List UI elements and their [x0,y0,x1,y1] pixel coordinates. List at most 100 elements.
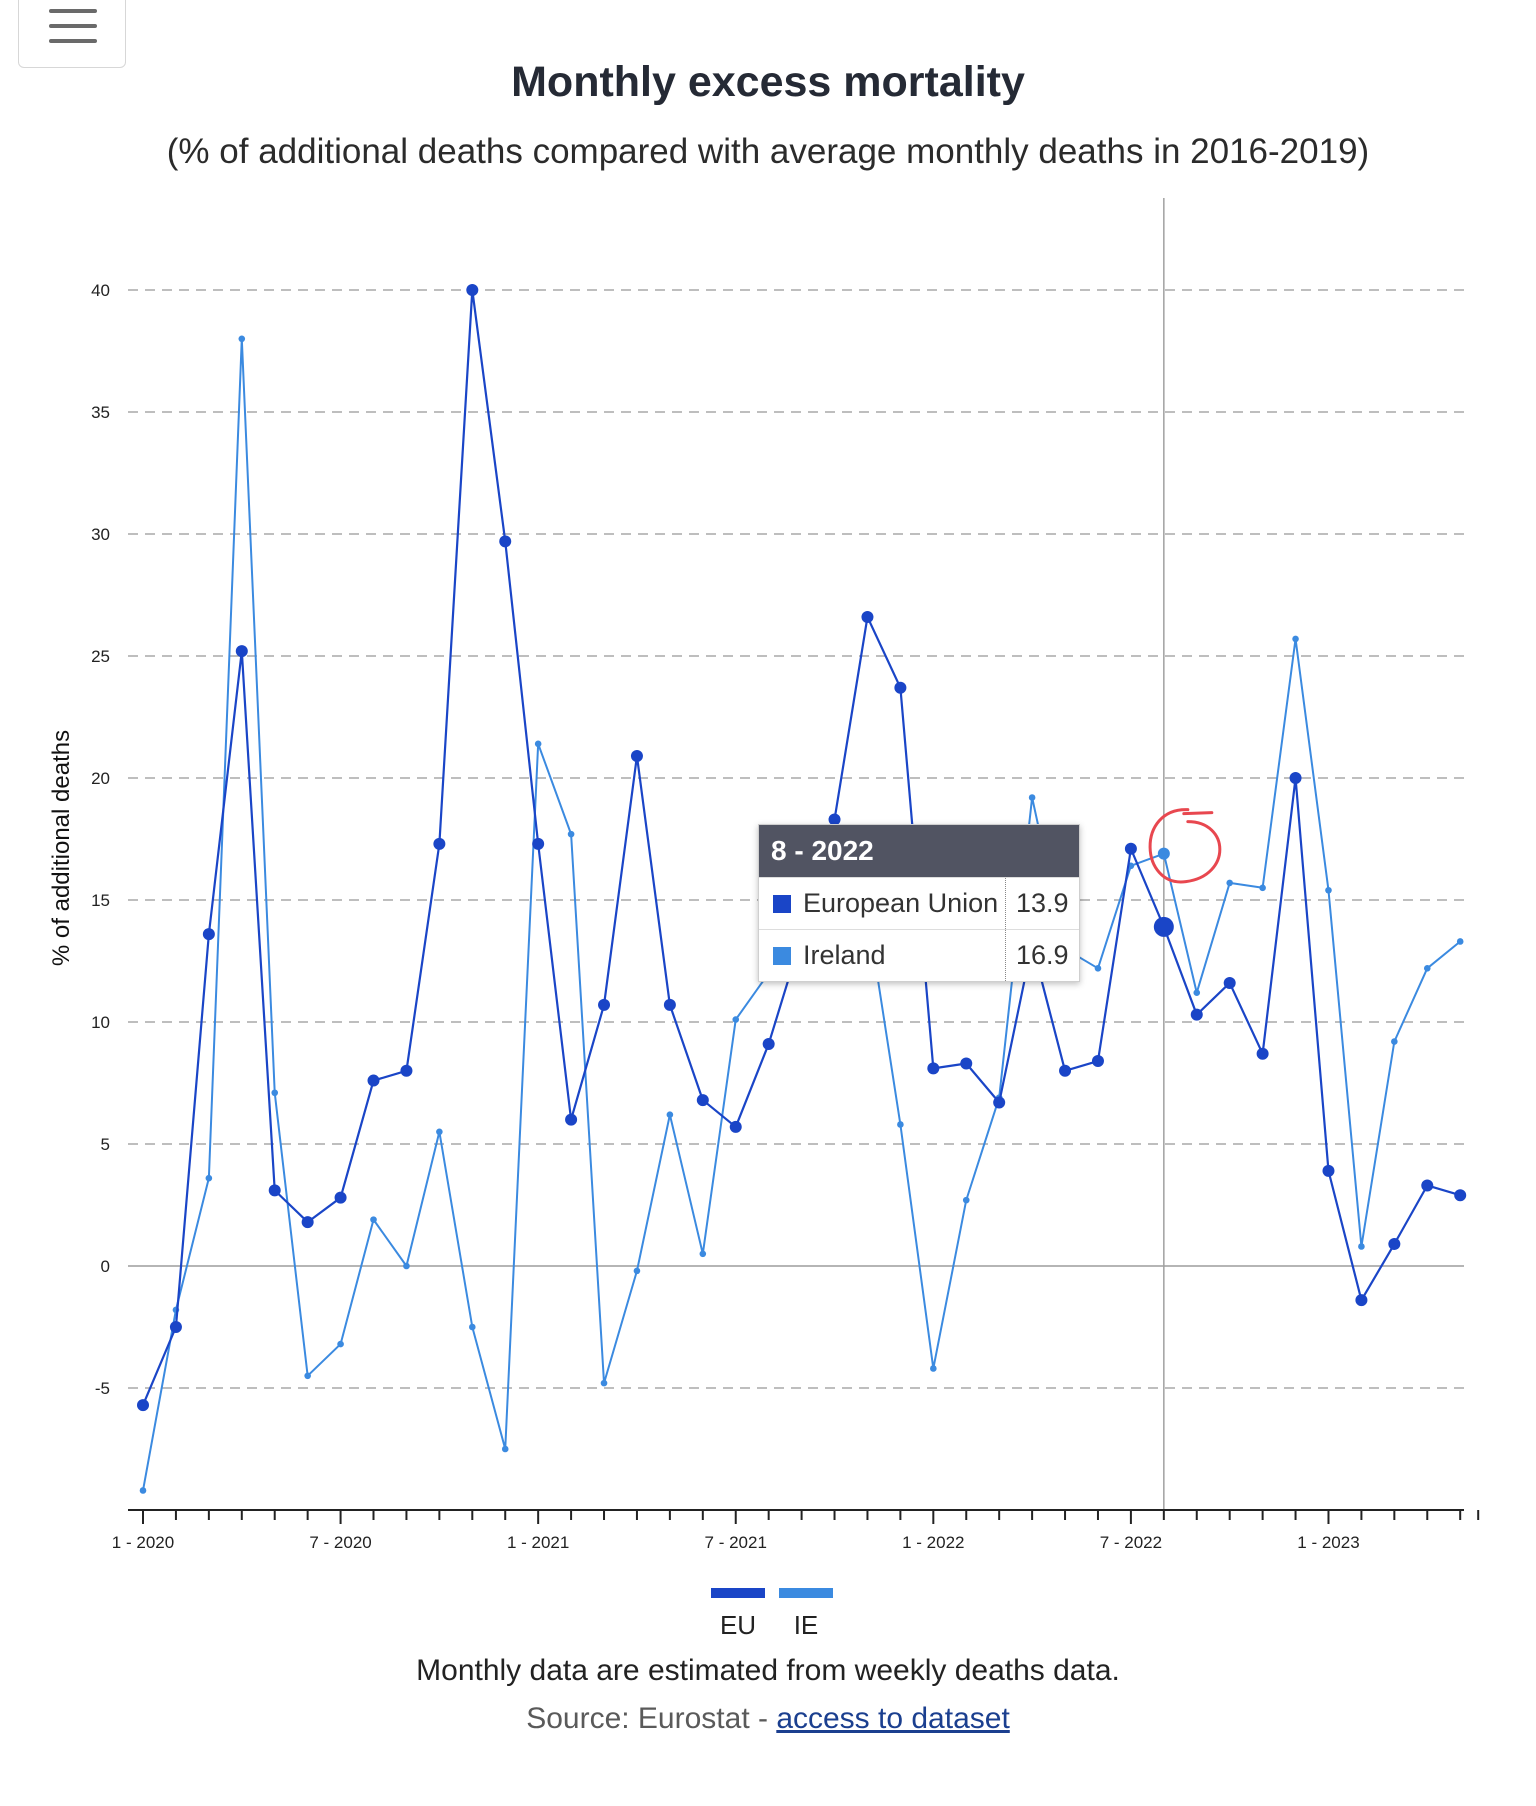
data-point-eu [1355,1294,1368,1307]
legend-label-eu: EU [719,1610,757,1640]
data-point-eu [1421,1179,1434,1192]
data-point-eu [268,1184,281,1197]
data-point-ie [1157,847,1170,860]
x-tick-label: 1 - 2020 [112,1533,174,1552]
data-point-eu [565,1113,578,1126]
data-tooltip: 8 - 2022 European Union 13.9 Ireland 16.… [758,824,1080,982]
data-point-ie [1292,635,1299,643]
source-line: Source: Eurostat - access to dataset [0,1702,1536,1736]
data-point-ie [469,1323,476,1331]
highlight-annotation [1148,808,1222,884]
grid-lines [128,289,1464,1389]
data-point-eu [466,284,479,296]
data-point-eu [663,998,676,1011]
y-tick-label: 40 [91,281,110,300]
data-point-eu [400,1064,413,1077]
data-point-ie [1028,794,1036,801]
data-point-eu [1454,1189,1467,1202]
data-point-eu [532,837,545,850]
data-point-eu [1388,1238,1401,1251]
data-point-ie [567,830,575,838]
data-point-eu [334,1191,347,1204]
y-tick-label: 30 [91,525,110,544]
data-point-ie [699,1250,707,1258]
data-point-eu [1059,1064,1072,1077]
chart-title: Monthly excess mortality [511,58,1025,106]
data-point-ie [1094,965,1102,972]
footnote: Monthly data are estimated from weekly d… [416,1654,1120,1687]
data-point-eu [598,998,611,1011]
dataset-link[interactable]: access to dataset [776,1702,1010,1735]
data-point-eu [202,928,215,941]
data-point-ie [370,1216,377,1223]
data-point-eu [301,1216,314,1229]
chart-subtitle: (% of additional deaths compared with av… [166,132,1370,171]
y-tick-label: 5 [101,1135,110,1154]
data-point-eu [630,750,643,763]
x-tick-label: 7 - 2020 [309,1533,371,1552]
data-point-eu [433,837,446,850]
eu-swatch [773,895,791,913]
data-point-ie [403,1262,410,1270]
tooltip-row-eu: European Union 13.9 [759,877,1079,929]
legend-item-eu[interactable]: EU [708,1588,768,1641]
menu-button[interactable] [18,0,126,68]
tooltip-ie-name: Ireland [803,940,886,970]
x-axis: 1 - 2020 7 - 2020 1 - 2021 7 - 2021 1 - 2022… [112,1509,1480,1552]
data-point-ie [600,1379,608,1387]
data-point-ie [139,1487,147,1494]
data-point-ie [897,1121,904,1128]
data-point-ie [1325,886,1332,894]
y-axis-ticks: -5 0 5 10 15 20 25 30 35 40 [91,281,110,1398]
tooltip-header: 8 - 2022 [759,825,1079,877]
data-point-ie [1456,938,1464,945]
data-point-ie [1193,989,1201,997]
x-tick-label: 1 - 2023 [1297,1533,1359,1552]
source-prefix: Source: Eurostat - [526,1702,777,1735]
data-point-eu [861,610,874,623]
legend-swatch-eu [711,1588,765,1598]
y-tick-label: 10 [91,1013,110,1032]
data-point-ie [1391,1038,1398,1045]
data-point-eu [729,1120,742,1133]
tooltip-eu-name: European Union [803,888,999,918]
data-point-eu [894,681,907,694]
data-point-eu [1091,1055,1104,1068]
y-tick-label: 20 [91,769,110,788]
data-point-eu [762,1037,775,1050]
data-point-eu [1124,842,1137,855]
x-tick-label: 1 - 2022 [902,1533,964,1552]
data-point-ie [962,1196,970,1204]
y-tick-label: 35 [91,403,110,422]
data-point-eu [1256,1047,1269,1060]
data-point-eu [927,1062,940,1075]
data-point-ie [1259,884,1266,892]
data-point-ie [534,740,542,748]
tooltip-eu-value: 13.9 [1005,878,1082,929]
x-tick-label: 7 - 2021 [705,1533,767,1552]
legend-label-ie: IE [793,1610,819,1640]
legend-item-ie[interactable]: IE [776,1588,836,1641]
data-point-eu [828,813,841,826]
ie-swatch [773,947,791,965]
data-point-ie [1226,879,1233,887]
data-point-eu [499,535,512,548]
data-point-eu [696,1094,709,1107]
legend-swatch-ie [779,1588,833,1598]
data-point-eu [1289,772,1302,784]
data-point-eu [1153,916,1174,937]
data-point-ie [930,1365,937,1372]
data-point-eu [235,645,248,658]
data-point-eu [960,1057,973,1070]
y-tick-label: 15 [91,891,110,910]
data-point-eu [169,1321,182,1333]
y-tick-label: -5 [95,1379,110,1398]
data-point-ie [205,1174,213,1182]
x-tick-label: 7 - 2022 [1100,1533,1162,1552]
y-tick-label: 0 [101,1257,110,1276]
data-point-eu [1322,1164,1335,1177]
x-tick-label: 1 - 2021 [507,1533,569,1552]
red-circle-annotation [1148,808,1222,884]
data-point-ie [501,1445,509,1453]
